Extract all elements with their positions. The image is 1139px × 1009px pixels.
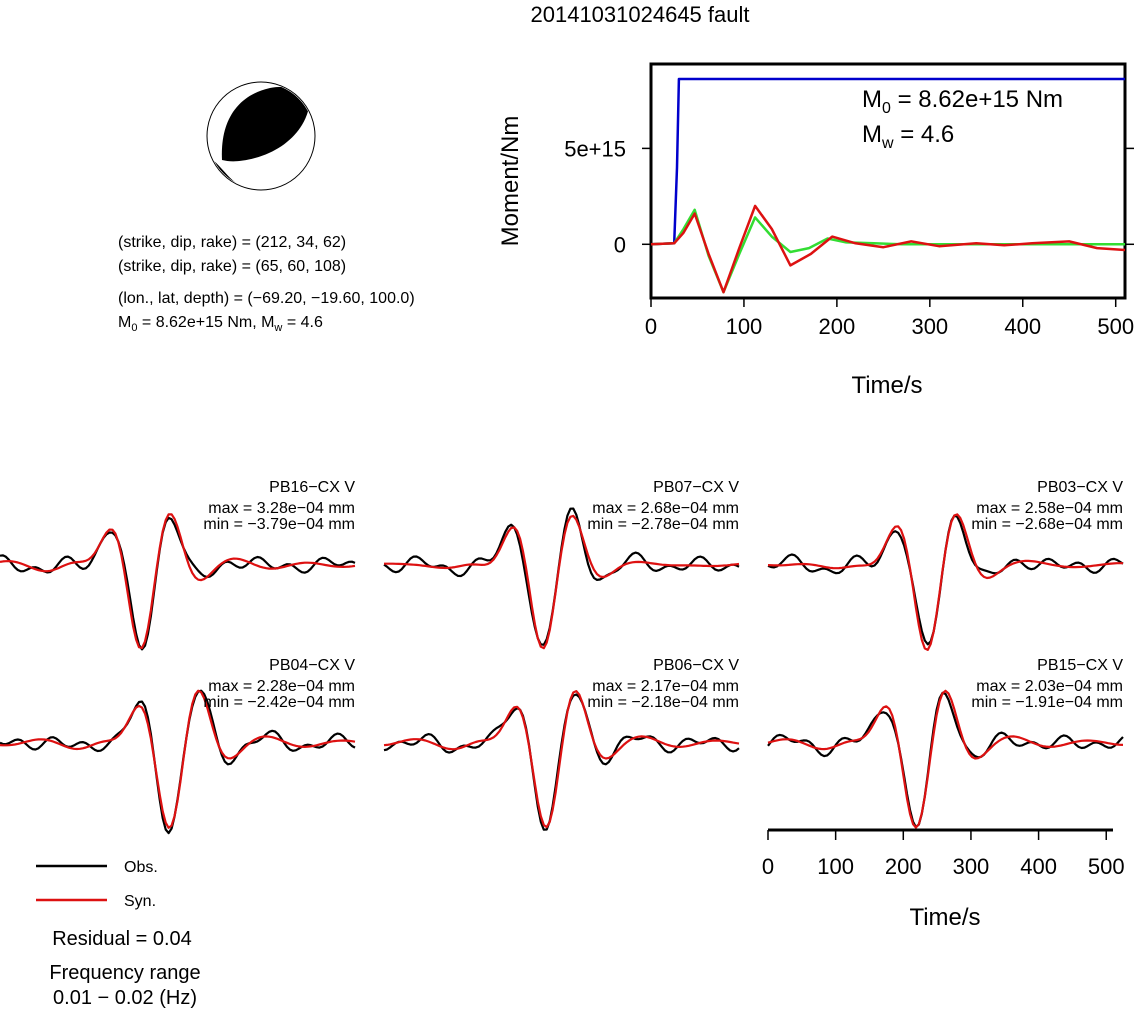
moment-y-tick-label: 5e+15 <box>564 136 626 161</box>
legend-obs-label: Obs. <box>124 859 158 876</box>
mechanism-moment: M0 = 8.62e+15 Nm, Mw = 4.6 <box>118 314 323 334</box>
mechanism-plane2: (strike, dip, rake) = (65, 60, 108) <box>118 258 346 275</box>
mechanism-location: (lon., lat, depth) = (−69.20, −19.60, 10… <box>118 290 415 307</box>
waveform-min-label: min = −2.78e−04 mm <box>587 516 739 533</box>
moment-plot-frame <box>649 62 1127 300</box>
waveform-max-label: max = 2.17e−04 mm <box>592 678 739 695</box>
waveform-min-label: min = −2.18e−04 mm <box>587 694 739 711</box>
moment-x-tick-label: 100 <box>726 314 763 339</box>
residual-label: Residual = 0.04 <box>52 928 192 950</box>
waveform-x-tick-label: 500 <box>1088 854 1125 879</box>
waveform-obs-line <box>767 514 1124 646</box>
waveform-min-label: min = −2.42e−04 mm <box>203 694 355 711</box>
moment-x-tick-label: 300 <box>911 314 948 339</box>
waveform-syn-line <box>767 513 1123 651</box>
waveform-max-label: max = 2.68e−04 mm <box>592 500 739 517</box>
moment-x-tick-label: 0 <box>645 314 657 339</box>
mechanism-plane1: (strike, dip, rake) = (212, 34, 62) <box>118 234 346 251</box>
moment-y-tick-label: 0 <box>614 232 626 257</box>
waveform-max-label: max = 2.03e−04 mm <box>976 678 1123 695</box>
waveform-station-label: PB16−CX V <box>269 479 355 496</box>
moment-x-tick-label: 400 <box>1004 314 1041 339</box>
moment-series-line-1 <box>650 208 1125 294</box>
waveform-syn-line <box>0 689 356 829</box>
moment-chart: 0 100 200 300 400 500 0 5e+15 Time/s Moment/Nm… <box>497 62 1134 399</box>
waveform-station-label: PB03−CX V <box>1037 479 1123 496</box>
waveform-station-label: PB15−CX V <box>1037 657 1123 674</box>
moment-y-axis-label: Moment/Nm <box>497 116 524 247</box>
waveform-syn-line <box>0 513 356 649</box>
waveform-station-label: PB07−CX V <box>653 479 739 496</box>
moment-x-axis-label: Time/s <box>851 372 922 399</box>
waveform-max-label: max = 2.28e−04 mm <box>208 678 355 695</box>
waveform-obs-line <box>383 693 740 831</box>
waveform-min-label: min = −1.91e−04 mm <box>971 694 1123 711</box>
legend: Obs. Syn. <box>36 859 158 910</box>
frequency-range-label: Frequency range <box>49 962 200 984</box>
moment-series-line-2 <box>650 204 1126 294</box>
moment-x-tick-label: 500 <box>1097 314 1134 339</box>
waveform-syn-line <box>767 689 1124 829</box>
waveform-syn-line <box>383 690 740 829</box>
waveform-x-tick-label: 300 <box>953 854 990 879</box>
waveform-x-tick-label: 200 <box>885 854 922 879</box>
figure-title: 20141031024645 fault <box>531 2 750 27</box>
waveform-x-tick-label: 400 <box>1020 854 1057 879</box>
frequency-range-value: 0.01 − 0.02 (Hz) <box>53 987 197 1009</box>
waveform-max-label: max = 2.58e−04 mm <box>976 500 1123 517</box>
waveform-syn-line <box>384 514 740 650</box>
beachball-icon <box>206 81 316 191</box>
moment-m0-annotation: M0 = 8.62e+15 Nm <box>862 86 1063 117</box>
waveform-station-label: PB06−CX V <box>653 657 739 674</box>
waveform-min-label: min = −3.79e−04 mm <box>203 516 355 533</box>
waveform-x-tick-label: 100 <box>817 854 854 879</box>
waveform-station-label: PB04−CX V <box>269 657 355 674</box>
legend-syn-label: Syn. <box>124 893 156 910</box>
waveform-obs-line <box>767 691 1124 829</box>
waveform-time-axis: 0 100 200 300 400 500 Time/s <box>762 828 1125 931</box>
waveform-min-label: min = −2.68e−04 mm <box>971 516 1123 533</box>
moment-x-tick-label: 200 <box>819 314 856 339</box>
moment-mw-annotation: Mw = 4.6 <box>862 121 954 152</box>
waveform-obs-line <box>0 516 356 651</box>
waveform-x-axis-label: Time/s <box>909 904 980 931</box>
waveform-x-tick-label: 0 <box>762 854 774 879</box>
waveform-obs-line <box>0 689 356 835</box>
waveform-max-label: max = 3.28e−04 mm <box>208 500 355 517</box>
